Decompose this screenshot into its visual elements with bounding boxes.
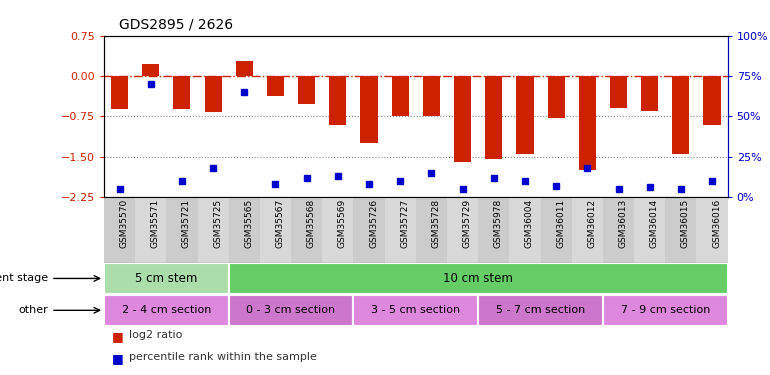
Text: log2 ratio: log2 ratio	[129, 330, 182, 340]
Bar	[665, 197, 696, 262]
Bar	[485, 76, 502, 159]
Bar	[260, 197, 291, 262]
Bar	[267, 76, 284, 96]
Text: GSM35725: GSM35725	[213, 199, 222, 248]
Bar	[634, 197, 665, 262]
Text: percentile rank within the sample: percentile rank within the sample	[129, 352, 316, 362]
Bar	[478, 295, 603, 326]
Text: GSM35568: GSM35568	[306, 199, 316, 248]
Text: GSM35727: GSM35727	[400, 199, 409, 248]
Text: 0 - 3 cm section: 0 - 3 cm section	[246, 305, 336, 315]
Bar	[353, 197, 385, 262]
Text: 2 - 4 cm section: 2 - 4 cm section	[122, 305, 211, 315]
Text: 10 cm stem: 10 cm stem	[444, 272, 513, 285]
Text: GSM35726: GSM35726	[369, 199, 378, 248]
Bar	[517, 76, 534, 154]
Text: GSM35570: GSM35570	[119, 199, 129, 248]
Bar	[104, 295, 229, 326]
Text: other: other	[18, 305, 48, 315]
Text: GSM35571: GSM35571	[151, 199, 159, 248]
Bar	[298, 76, 315, 104]
Bar	[142, 64, 159, 76]
Bar	[416, 197, 447, 262]
Bar	[229, 263, 728, 294]
Bar	[697, 197, 728, 262]
Text: development stage: development stage	[0, 273, 48, 284]
Bar	[205, 76, 222, 112]
Text: GSM36015: GSM36015	[681, 199, 690, 248]
Text: GSM35721: GSM35721	[182, 199, 191, 248]
Bar	[541, 197, 571, 262]
Bar	[385, 197, 416, 262]
Bar	[229, 197, 260, 262]
Bar	[423, 76, 440, 116]
Bar	[579, 76, 596, 170]
Text: GDS2895 / 2626: GDS2895 / 2626	[119, 18, 233, 32]
Bar	[547, 76, 564, 118]
Bar	[704, 76, 721, 125]
Bar	[236, 61, 253, 76]
Text: GSM36013: GSM36013	[618, 199, 628, 248]
Bar	[173, 76, 190, 109]
Bar	[454, 76, 471, 162]
Bar	[197, 197, 229, 262]
Bar	[360, 76, 377, 143]
Bar	[447, 197, 478, 262]
Bar	[603, 197, 634, 262]
Text: ■: ■	[112, 352, 123, 365]
Text: 5 - 7 cm section: 5 - 7 cm section	[496, 305, 585, 315]
Text: ■: ■	[112, 330, 123, 343]
Text: GSM36016: GSM36016	[712, 199, 721, 248]
Bar	[610, 76, 627, 108]
Text: 3 - 5 cm section: 3 - 5 cm section	[371, 305, 460, 315]
Bar	[478, 197, 510, 262]
Text: GSM36014: GSM36014	[650, 199, 658, 248]
Bar	[104, 263, 229, 294]
Text: GSM35565: GSM35565	[244, 199, 253, 248]
Bar	[330, 76, 346, 125]
Bar	[229, 295, 353, 326]
Bar	[111, 76, 128, 109]
Bar	[672, 76, 689, 154]
Bar	[353, 295, 478, 326]
Bar	[510, 197, 541, 262]
Bar	[603, 295, 728, 326]
Bar	[166, 197, 197, 262]
Text: GSM36011: GSM36011	[556, 199, 565, 248]
Bar	[104, 197, 136, 262]
Text: 7 - 9 cm section: 7 - 9 cm section	[621, 305, 710, 315]
Bar	[136, 197, 166, 262]
Text: GSM35567: GSM35567	[276, 199, 284, 248]
Text: GSM35729: GSM35729	[463, 199, 471, 248]
Text: 5 cm stem: 5 cm stem	[135, 272, 198, 285]
Text: GSM35728: GSM35728	[431, 199, 440, 248]
Bar	[392, 76, 409, 116]
Bar	[571, 197, 603, 262]
Text: GSM35978: GSM35978	[494, 199, 503, 248]
Text: GSM36004: GSM36004	[525, 199, 534, 248]
Bar	[322, 197, 353, 262]
Text: GSM36012: GSM36012	[588, 199, 596, 248]
Text: GSM35569: GSM35569	[338, 199, 346, 248]
Bar	[641, 76, 658, 111]
Bar	[291, 197, 322, 262]
